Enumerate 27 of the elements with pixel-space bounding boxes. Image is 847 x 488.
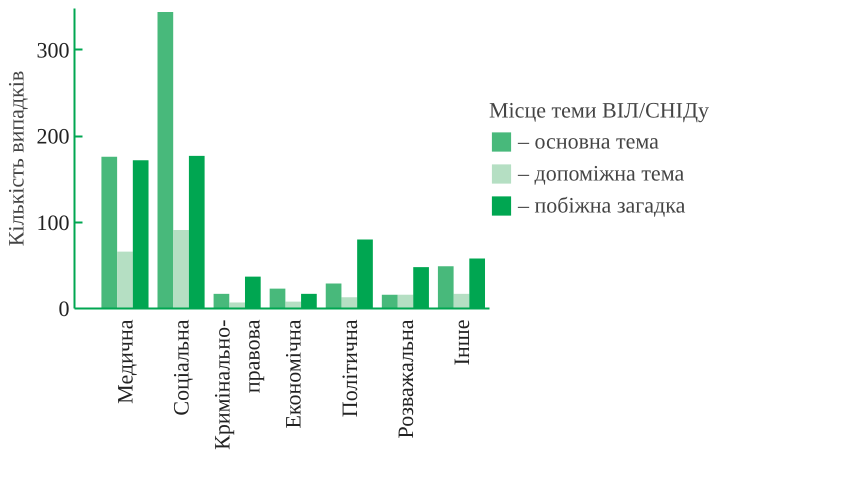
x-tick-label: Економічна (280, 319, 306, 428)
bar (214, 294, 230, 308)
bar (382, 294, 398, 308)
x-tick-label: Розважальна (392, 319, 418, 438)
bar (270, 288, 286, 308)
legend-label: – допоміжна тема (518, 160, 684, 186)
x-tick-label: Соціальна (168, 319, 194, 416)
bar (438, 266, 454, 308)
legend-title: Місце теми ВІЛ/СНІДу (489, 98, 709, 124)
y-tick-label: 200 (36, 124, 70, 149)
y-axis-title: Кількість випадків (4, 70, 28, 246)
bar (173, 230, 189, 308)
bar (158, 12, 174, 308)
bar (398, 294, 414, 308)
bar (454, 294, 470, 308)
bar (101, 156, 118, 308)
legend-label: – основна тема (518, 128, 659, 154)
bar (326, 284, 342, 308)
y-tick-label: 300 (36, 37, 70, 62)
x-tick-label: Політична (336, 319, 362, 418)
bar (117, 252, 133, 308)
x-tick-label: Інше (448, 319, 474, 366)
x-tick-label: Медична (112, 319, 138, 404)
y-tick-label: 0 (58, 296, 70, 321)
legend-label: – побіжна загадка (518, 192, 686, 218)
x-tick-label: Кримінально- правова (210, 319, 265, 450)
y-tick-label: 100 (36, 210, 70, 235)
